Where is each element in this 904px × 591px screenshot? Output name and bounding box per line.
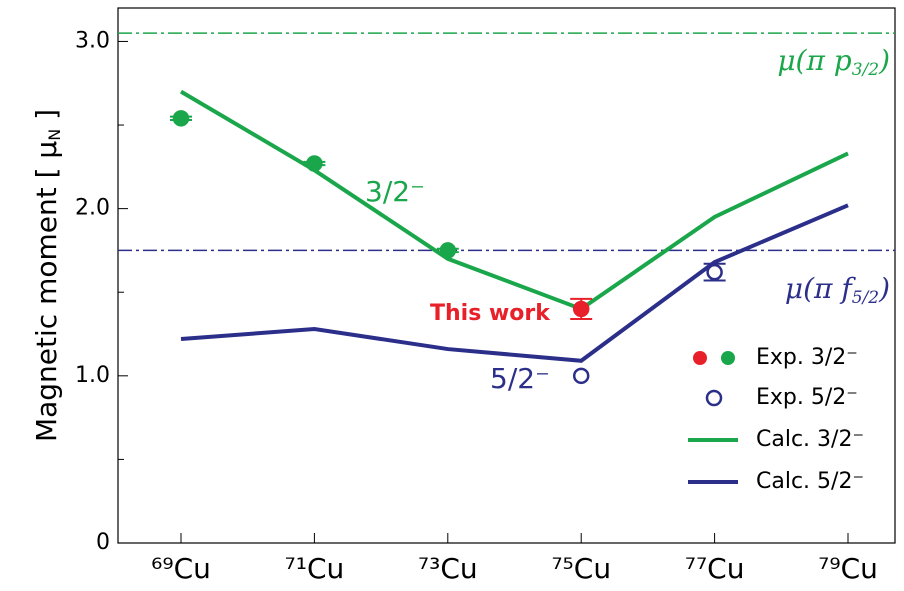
y-axis-label: Magnetic moment [ μN ] xyxy=(30,109,64,442)
y-label-close: ] xyxy=(30,109,63,129)
legend-label: Exp. 5/2⁻ xyxy=(756,385,858,410)
ref-label-close: ) xyxy=(878,272,890,305)
data-point xyxy=(572,300,590,318)
y-label-main: Magnetic moment [ μ xyxy=(30,141,63,442)
x-tick-label: ⁶⁹Cu xyxy=(151,552,211,585)
ref-label-sub: 3/2 xyxy=(852,60,879,80)
ref-label-main: μ(π f xyxy=(785,272,856,305)
annotation: 3/2⁻ xyxy=(365,175,425,208)
y-tick-label: 2.0 xyxy=(75,196,110,221)
plot-frame xyxy=(117,7,896,544)
legend-label: Calc. 5/2⁻ xyxy=(756,469,864,494)
data-point xyxy=(706,263,723,281)
data-point xyxy=(172,110,190,127)
ref-label-sub: 5/2 xyxy=(852,288,879,308)
calc-line xyxy=(179,89,849,312)
x-tick-label: ⁷⁵Cu xyxy=(551,552,611,585)
y-tick-label: 3.0 xyxy=(75,28,110,53)
x-tick-label: ⁷³Cu xyxy=(418,552,478,585)
data-point xyxy=(306,155,323,172)
data-point xyxy=(572,367,590,385)
reference-label: μ(π f5/2) xyxy=(785,272,890,308)
y-tick-label: 1.0 xyxy=(75,363,110,388)
data-point xyxy=(439,242,457,259)
annotation: 5/2⁻ xyxy=(490,362,550,395)
ref-label-main: μ(π p xyxy=(777,44,851,77)
x-tick-label: ⁷¹Cu xyxy=(285,552,345,585)
legend-label: Exp. 3/2⁻ xyxy=(756,345,858,370)
x-tick-label: ⁷⁷Cu xyxy=(685,552,745,585)
y-tick-label: 0 xyxy=(96,530,110,555)
reference-label: μ(π p3/2) xyxy=(777,44,890,80)
legend-marker xyxy=(721,351,735,365)
x-tick-label: ⁷⁹Cu xyxy=(818,552,878,585)
ref-label-close: ) xyxy=(878,44,890,77)
legend-marker xyxy=(693,351,707,365)
calc-line xyxy=(180,203,849,363)
y-label-sub: N xyxy=(45,129,64,141)
legend-marker xyxy=(705,389,723,407)
legend-label: Calc. 3/2⁻ xyxy=(756,427,864,452)
annotation: This work xyxy=(430,301,551,326)
